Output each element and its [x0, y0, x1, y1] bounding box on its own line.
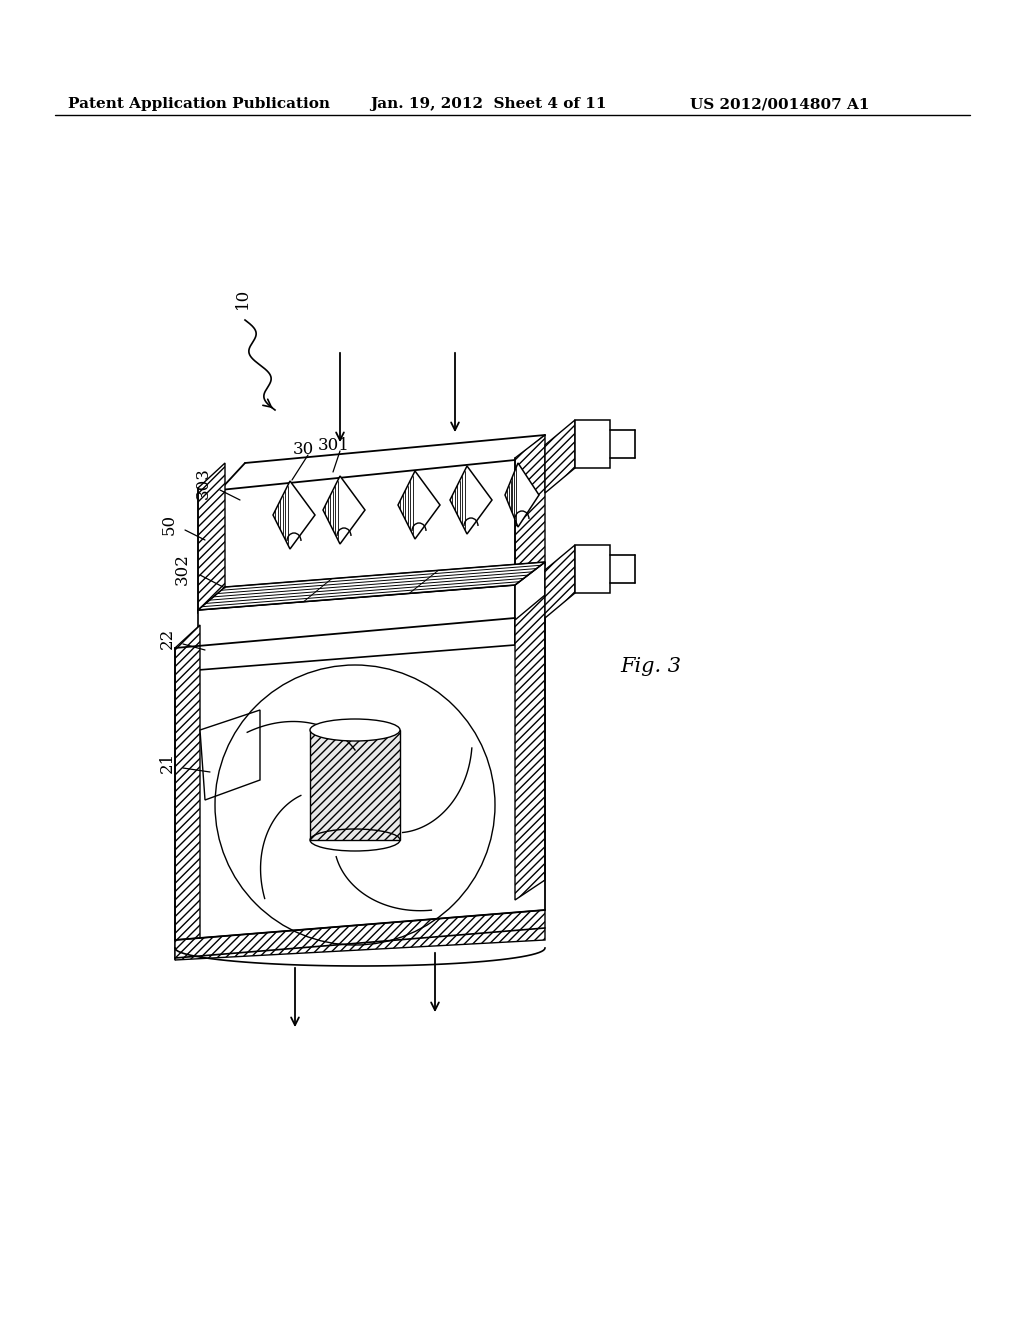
- Text: 50: 50: [161, 513, 177, 535]
- Text: Patent Application Publication: Patent Application Publication: [68, 96, 330, 111]
- Polygon shape: [198, 562, 545, 610]
- Polygon shape: [545, 545, 575, 618]
- Text: Jan. 19, 2012  Sheet 4 of 11: Jan. 19, 2012 Sheet 4 of 11: [370, 96, 606, 111]
- Text: 302: 302: [173, 553, 190, 585]
- Polygon shape: [398, 471, 440, 539]
- Text: 30: 30: [293, 441, 314, 458]
- Text: 303: 303: [195, 467, 212, 499]
- Polygon shape: [273, 480, 315, 549]
- Polygon shape: [575, 420, 610, 469]
- Polygon shape: [505, 463, 539, 527]
- Polygon shape: [175, 909, 545, 960]
- Polygon shape: [198, 463, 225, 612]
- Text: US 2012/0014807 A1: US 2012/0014807 A1: [690, 96, 869, 111]
- Text: 301: 301: [318, 437, 350, 454]
- Polygon shape: [198, 585, 515, 671]
- Polygon shape: [175, 624, 200, 960]
- Text: Fig. 3: Fig. 3: [620, 657, 681, 676]
- Polygon shape: [323, 477, 365, 544]
- Text: 10: 10: [233, 288, 251, 309]
- Polygon shape: [515, 562, 545, 645]
- Text: 22: 22: [159, 627, 175, 648]
- Polygon shape: [545, 420, 575, 492]
- Polygon shape: [310, 730, 400, 840]
- Polygon shape: [515, 595, 545, 900]
- Polygon shape: [450, 466, 492, 535]
- Text: 21: 21: [159, 751, 175, 772]
- Polygon shape: [515, 436, 545, 587]
- Polygon shape: [575, 545, 610, 593]
- Ellipse shape: [310, 719, 400, 741]
- Polygon shape: [200, 710, 260, 800]
